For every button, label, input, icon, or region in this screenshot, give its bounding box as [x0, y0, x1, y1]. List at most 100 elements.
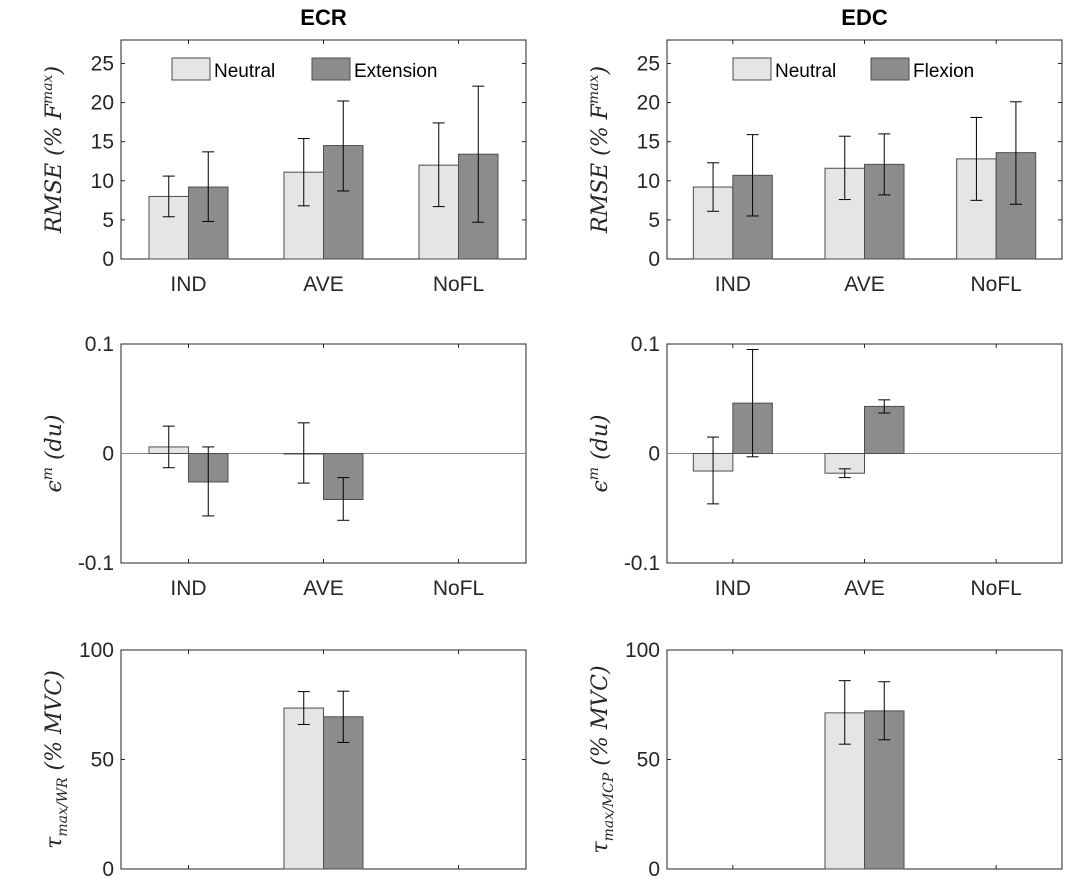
error-bar: [707, 436, 720, 505]
y-axis-label-tail: (% MVC): [42, 670, 67, 777]
y-axis-label-main: RMSE (% F: [588, 103, 613, 234]
error-bar: [707, 162, 720, 212]
y-axis-label-subscript: max/MCP: [601, 772, 617, 841]
y-axis-label-main: RMSE (% F: [42, 103, 67, 234]
y-tick-label: 25: [637, 52, 660, 75]
legend-label: Flexion: [913, 61, 974, 82]
error-bar: [297, 691, 310, 725]
legend-swatch: [311, 57, 351, 81]
y-axis-label: RMSE (% Fmax): [40, 66, 67, 234]
error-bar: [838, 135, 851, 201]
x-tick-label: IND: [715, 273, 751, 296]
legend-label: Neutral: [775, 61, 836, 82]
error-bar: [162, 425, 175, 469]
y-tick-label: 0.1: [631, 333, 660, 356]
y-axis-label-main: τ: [588, 841, 613, 854]
y-tick-label: 100: [625, 639, 660, 662]
y-axis-label-main: τ: [42, 836, 67, 849]
error-bar: [472, 85, 485, 223]
y-axis-label: τmax/WR (% MVC): [42, 670, 71, 849]
error-bar: [878, 681, 891, 741]
y-tick-label: -0.1: [78, 552, 114, 575]
error-bar: [838, 468, 851, 479]
chart-panel-1: ECR 0 5 10 15 20 25 IND AVE NoFL RMSE (% Fmax) Neut…: [40, 5, 527, 296]
x-tick-label: IND: [170, 577, 206, 600]
chart-panel-3: -0.1 0 0.1 IND AVE NoFL ϵm (du): [40, 333, 527, 600]
error-bar: [878, 399, 891, 414]
y-axis-label-main: ϵ: [42, 480, 67, 492]
y-axis-label-superscript: m: [40, 467, 56, 480]
bar: [864, 405, 905, 455]
error-bar: [202, 446, 215, 517]
y-tick-label: 15: [91, 131, 114, 154]
chart-title: EDC: [841, 5, 888, 30]
error-bar: [746, 348, 759, 458]
legend-label: Neutral: [214, 61, 275, 82]
x-tick-label: NoFL: [433, 273, 484, 296]
legend: Neutral Flexion: [732, 57, 974, 82]
error-bar: [337, 477, 350, 521]
y-tick-label: 25: [91, 52, 114, 75]
y-tick-label: 10: [91, 170, 114, 193]
error-bar: [337, 100, 350, 192]
x-tick-label: NoFL: [433, 577, 484, 600]
chart-panel-6: 0 50 100 τmax/MCP (% MVC): [588, 639, 1063, 881]
error-bar: [337, 690, 350, 743]
error-bar: [297, 138, 310, 207]
y-axis-label-tail: (du): [588, 414, 613, 466]
error-bar: [1009, 101, 1022, 205]
y-tick-label: 0: [102, 858, 114, 881]
error-bar: [746, 134, 759, 217]
chart-title: ECR: [300, 5, 347, 30]
y-tick-label: 10: [637, 170, 660, 193]
y-tick-label: 0: [102, 443, 114, 466]
x-tick-label: NoFL: [970, 577, 1021, 600]
error-bar: [878, 133, 891, 196]
legend-swatch: [732, 57, 772, 81]
y-tick-label: -0.1: [624, 552, 660, 575]
x-tick-label: AVE: [303, 273, 343, 296]
error-bar: [297, 422, 310, 484]
error-bar: [432, 122, 445, 208]
y-tick-label: 20: [637, 92, 660, 115]
y-tick-label: 5: [102, 209, 114, 232]
x-tick-label: IND: [715, 577, 751, 600]
y-axis-label-tail: ): [588, 66, 613, 76]
y-tick-label: 0: [648, 248, 660, 271]
y-axis-label: RMSE (% Fmax): [586, 66, 613, 234]
legend: Neutral Extension: [171, 57, 437, 82]
legend-label: Extension: [354, 61, 437, 82]
y-axis-label-superscript: max: [40, 74, 56, 104]
y-axis-label-superscript: max: [586, 74, 602, 104]
y-axis-label: ϵm (du): [586, 414, 613, 492]
y-tick-label: 50: [91, 749, 114, 772]
x-tick-label: AVE: [303, 577, 343, 600]
y-axis-label-tail: (du): [42, 414, 67, 466]
y-tick-label: 0.1: [85, 333, 114, 356]
y-axis-label-main: ϵ: [588, 480, 613, 492]
y-tick-label: 0: [648, 858, 660, 881]
chart-panel-5: 0 50 100 τmax/WR (% MVC): [42, 639, 527, 881]
chart-panel-2: EDC 0 5 10 15 20 25 IND AVE NoFL RMSE (% Fmax) Neut…: [586, 5, 1063, 296]
error-bar: [162, 175, 175, 218]
y-axis-label-tail: ): [42, 66, 67, 76]
y-tick-label: 50: [637, 749, 660, 772]
y-axis-label-subscript: max/WR: [55, 777, 71, 837]
y-tick-label: 5: [648, 209, 660, 232]
y-tick-label: 0: [648, 443, 660, 466]
y-tick-label: 0: [102, 248, 114, 271]
y-axis-label: ϵm (du): [40, 414, 67, 492]
y-axis-label-tail: (% MVC): [588, 665, 613, 772]
legend-swatch: [171, 57, 211, 81]
chart-panel-4: -0.1 0 0.1 IND AVE NoFL ϵm (du): [586, 333, 1063, 600]
y-tick-label: 100: [79, 639, 114, 662]
error-bar: [970, 116, 983, 201]
y-tick-label: 15: [637, 131, 660, 154]
legend-swatch: [870, 57, 910, 81]
y-axis-label: τmax/MCP (% MVC): [588, 665, 617, 853]
y-tick-label: 20: [91, 92, 114, 115]
error-bar: [202, 151, 215, 222]
y-axis-label-superscript: m: [586, 467, 602, 480]
x-tick-label: NoFL: [970, 273, 1021, 296]
